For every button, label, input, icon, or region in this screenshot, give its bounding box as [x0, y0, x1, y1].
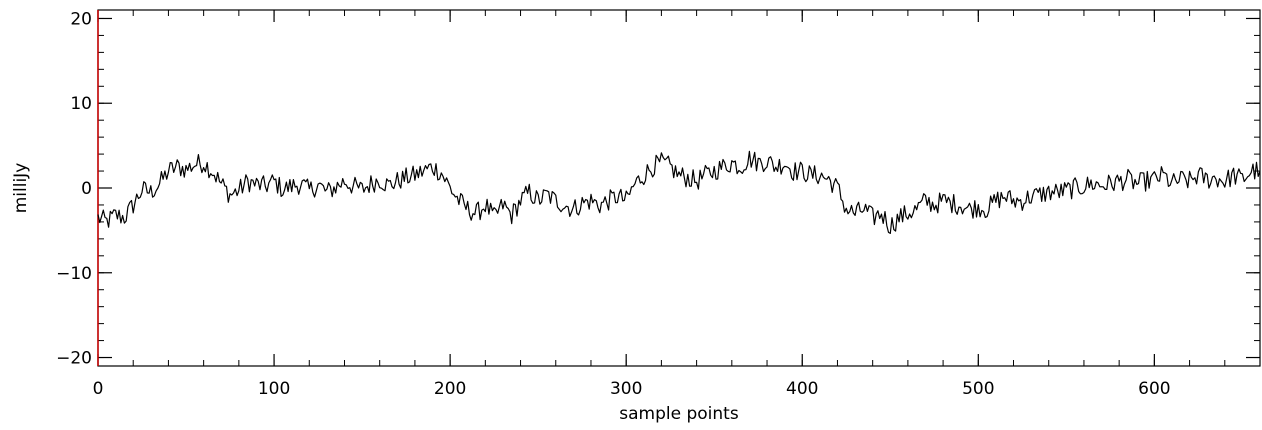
x-tick-label: 300 [610, 379, 642, 399]
x-tick-labels: 0 100 200 300 400 500 600 [93, 379, 1171, 399]
x-tick-label: 0 [93, 379, 104, 399]
y-tick-labels: −20 −10 0 10 20 [56, 9, 92, 368]
x-tick-label: 100 [258, 379, 290, 399]
x-tick-label: 400 [786, 379, 818, 399]
y-tick-label: −10 [56, 264, 92, 284]
x-axis-title: sample points [619, 404, 739, 424]
y-tick-label: −20 [56, 349, 92, 369]
x-tick-label: 500 [962, 379, 994, 399]
y-tick-label: 0 [81, 179, 92, 199]
y-tick-label: 10 [70, 94, 92, 114]
y-axis-title: milliJy [11, 163, 31, 214]
y-tick-label: 20 [70, 9, 92, 29]
series-line [98, 151, 1260, 233]
x-tick-label: 600 [1138, 379, 1170, 399]
x-tick-label: 200 [434, 379, 466, 399]
